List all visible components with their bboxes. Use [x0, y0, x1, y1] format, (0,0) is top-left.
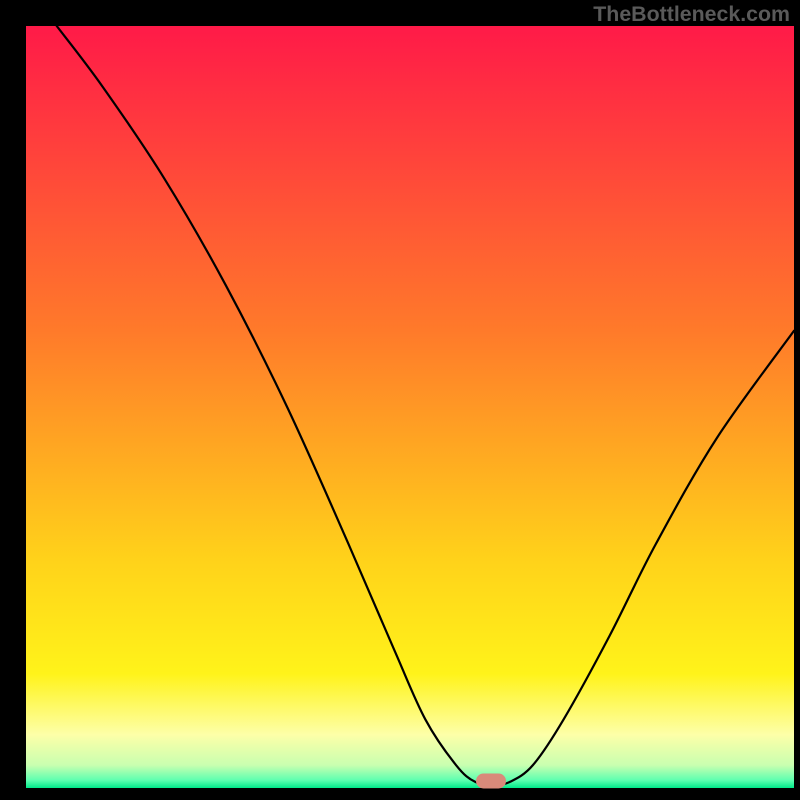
source-watermark: TheBottleneck.com [593, 2, 790, 27]
plot-area [26, 26, 794, 788]
chart-frame: TheBottleneck.com [0, 0, 800, 800]
optimal-point-marker [476, 774, 506, 789]
bottleneck-curve [26, 26, 794, 788]
